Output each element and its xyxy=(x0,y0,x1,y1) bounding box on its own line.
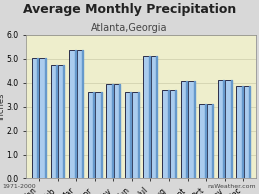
Bar xyxy=(169,90,176,178)
Bar xyxy=(205,104,206,178)
Bar xyxy=(188,81,195,178)
Bar xyxy=(88,92,94,178)
Bar xyxy=(143,56,150,178)
Bar xyxy=(69,50,76,178)
Bar xyxy=(138,92,139,178)
Bar xyxy=(151,56,157,178)
Bar xyxy=(168,90,169,178)
Bar xyxy=(244,86,250,178)
Bar xyxy=(175,90,176,178)
Bar xyxy=(218,80,224,178)
Bar xyxy=(225,80,232,178)
Bar xyxy=(207,104,213,178)
Text: nsWeather.com: nsWeather.com xyxy=(208,184,256,189)
Bar xyxy=(186,81,187,178)
Text: 1971-2000: 1971-2000 xyxy=(3,184,36,189)
Bar xyxy=(63,65,64,178)
Bar xyxy=(156,56,157,178)
Bar xyxy=(212,104,213,178)
Bar xyxy=(32,58,38,178)
Bar xyxy=(114,84,120,178)
Bar xyxy=(51,65,57,178)
Bar xyxy=(75,50,76,178)
Bar xyxy=(112,84,113,178)
Bar xyxy=(77,50,83,178)
Text: Atlanta,Georgia: Atlanta,Georgia xyxy=(91,23,168,33)
Bar xyxy=(162,90,169,178)
Bar xyxy=(58,65,64,178)
Bar xyxy=(223,80,224,178)
Bar xyxy=(199,104,206,178)
Bar xyxy=(231,80,232,178)
Bar xyxy=(149,56,150,178)
Bar xyxy=(39,58,46,178)
Y-axis label: Inches: Inches xyxy=(0,93,5,120)
Bar xyxy=(242,86,243,178)
Bar xyxy=(95,92,102,178)
Text: Average Monthly Precipitation: Average Monthly Precipitation xyxy=(23,3,236,16)
Bar xyxy=(82,50,83,178)
Bar xyxy=(93,92,94,178)
Bar xyxy=(249,86,250,178)
Bar xyxy=(181,81,187,178)
Bar xyxy=(125,92,131,178)
Bar xyxy=(106,84,113,178)
Bar xyxy=(101,92,102,178)
Bar xyxy=(132,92,139,178)
Bar xyxy=(45,58,46,178)
Bar xyxy=(194,81,195,178)
Bar xyxy=(56,65,57,178)
Bar xyxy=(119,84,120,178)
Bar xyxy=(236,86,243,178)
